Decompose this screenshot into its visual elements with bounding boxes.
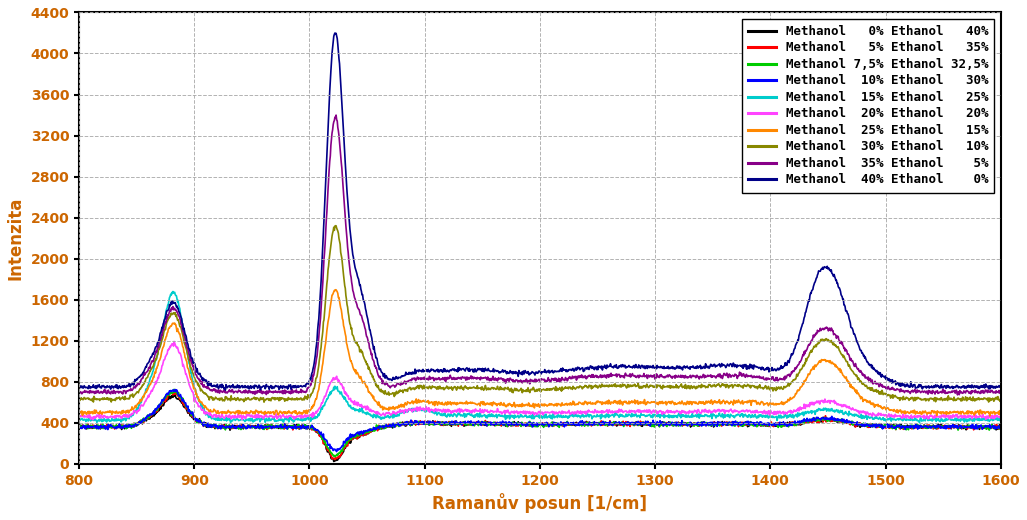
Legend: Methanol   0% Ethanol   40%, Methanol   5% Ethanol   35%, Methanol 7,5% Ethanol : Methanol 0% Ethanol 40%, Methanol 5% Eth… [741,19,994,193]
X-axis label: Ramanův posun [1/cm]: Ramanův posun [1/cm] [432,493,647,513]
Y-axis label: Intenzita: Intenzita [7,197,25,280]
